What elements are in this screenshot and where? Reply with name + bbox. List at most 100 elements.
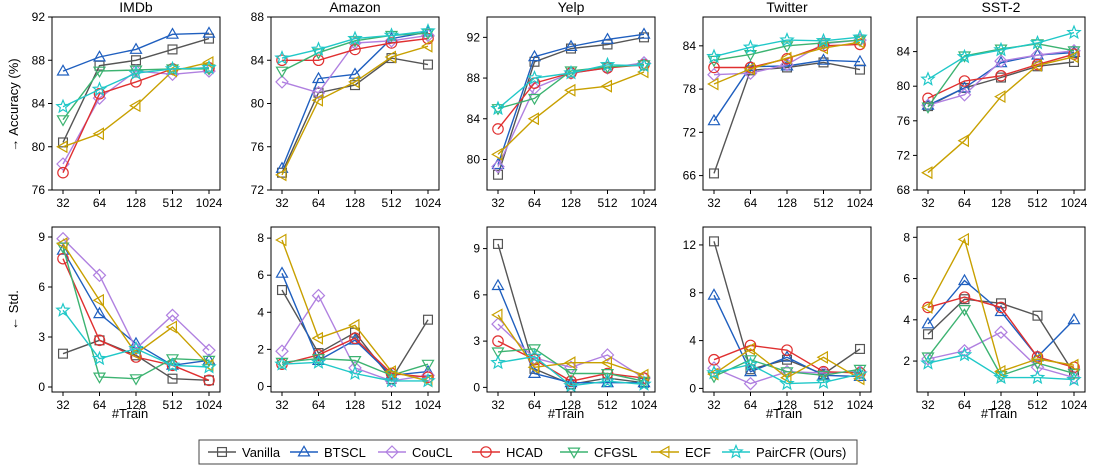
- x-tick-label: 32: [275, 398, 289, 412]
- series-line: [282, 37, 429, 61]
- data-point: [957, 273, 972, 286]
- data-point: [201, 59, 217, 75]
- x-tick-label: 512: [381, 398, 401, 412]
- data-point: [165, 320, 177, 334]
- data-point: [422, 59, 434, 70]
- plot-frame: [51, 226, 221, 393]
- y-tick-label: 72: [683, 125, 697, 139]
- data-point: [1029, 369, 1046, 385]
- series-line: [927, 279, 1075, 358]
- series-line: [497, 33, 645, 165]
- data-point: [706, 364, 722, 380]
- y-tick-label: 8: [903, 230, 910, 244]
- data-point: [275, 66, 289, 79]
- y-tick-label: 84: [683, 39, 697, 53]
- series-line: [927, 56, 1075, 174]
- data-point: [636, 57, 652, 73]
- data-point: [956, 346, 973, 362]
- data-point: [853, 364, 867, 377]
- data-point: [349, 43, 361, 56]
- data-point: [203, 374, 215, 387]
- data-point: [921, 300, 933, 314]
- series-vanilla: [922, 56, 1080, 112]
- data-point: [1032, 310, 1043, 321]
- x-tick-label: 128: [345, 398, 365, 412]
- y-row-label-top: → Accuracy (%): [6, 58, 21, 151]
- data-point: [92, 306, 107, 319]
- series-line: [713, 294, 861, 378]
- y-tick-label: 88: [32, 53, 46, 67]
- data-point: [129, 99, 141, 113]
- legend-label: ECF: [685, 445, 711, 460]
- data-point: [310, 41, 327, 57]
- x-tick-label: 512: [813, 196, 833, 210]
- data-point: [921, 352, 935, 364]
- data-point: [56, 115, 70, 127]
- series-paircfr-ours-: [920, 24, 1082, 86]
- data-point: [636, 376, 652, 391]
- series-paircfr-ours-: [274, 354, 436, 388]
- data-point: [348, 356, 362, 368]
- y-tick-label: 9: [473, 242, 480, 256]
- y-tick-label: 8: [689, 286, 696, 300]
- x-tick-label: 512: [162, 196, 182, 210]
- plot-frame: [51, 16, 221, 191]
- data-point: [348, 75, 360, 89]
- data-point: [816, 41, 829, 55]
- x-tick-label: 512: [813, 398, 833, 412]
- y-tick-label: 66: [683, 169, 697, 183]
- data-point: [167, 373, 178, 384]
- panel-title: IMDb: [119, 0, 153, 15]
- data-point: [1067, 370, 1081, 385]
- data-point: [491, 317, 505, 331]
- data-point: [816, 350, 829, 364]
- y-tick-label: 68: [897, 183, 911, 197]
- y-tick-label: 76: [897, 114, 911, 128]
- data-point: [275, 266, 289, 278]
- data-point: [816, 53, 831, 65]
- legend-item: BTSCL: [290, 445, 366, 460]
- data-point: [779, 375, 795, 391]
- data-point: [311, 331, 323, 345]
- y-tick-label: 84: [32, 97, 46, 111]
- series-line: [927, 308, 1075, 377]
- data-point: [706, 48, 722, 64]
- x-tick-label: 128: [126, 196, 146, 210]
- data-point: [957, 80, 972, 93]
- data-point: [957, 134, 970, 148]
- data-point: [922, 329, 934, 340]
- data-point: [707, 113, 721, 126]
- panel-5: SST-2 68 72 76 80 84 32 64 128 512 1024: [897, 0, 1088, 210]
- x-tick-label: 128: [561, 398, 581, 412]
- series-vanilla: [57, 33, 215, 148]
- data-point: [958, 291, 971, 303]
- x-tick-label: 32: [491, 398, 505, 412]
- data-point: [92, 372, 107, 384]
- data-point: [492, 335, 504, 347]
- data-point: [56, 237, 68, 251]
- data-point: [563, 377, 579, 393]
- data-point: [527, 49, 542, 62]
- y-tick-label: 4: [689, 334, 696, 348]
- data-point: [1066, 371, 1082, 387]
- y-tick-label: 4: [257, 305, 264, 319]
- data-point: [743, 59, 758, 72]
- data-point: [957, 305, 972, 317]
- data-point: [921, 166, 933, 180]
- data-point: [708, 168, 720, 179]
- y-tick-label: 80: [467, 152, 481, 166]
- data-point: [94, 335, 105, 346]
- data-point: [128, 65, 144, 80]
- data-point: [202, 55, 214, 69]
- series-paircfr-ours-: [55, 59, 217, 114]
- series-line: [281, 45, 429, 176]
- data-point: [743, 376, 758, 391]
- panel-2: Amazon 72 76 80 84 88 32 64 128 512 1024: [251, 0, 442, 210]
- legend-label: CouCL: [412, 445, 452, 460]
- series-cfgsl: [56, 242, 216, 386]
- y-tick-label: 72: [897, 148, 911, 162]
- data-point: [816, 370, 831, 383]
- data-point: [526, 348, 543, 364]
- data-point: [165, 308, 180, 323]
